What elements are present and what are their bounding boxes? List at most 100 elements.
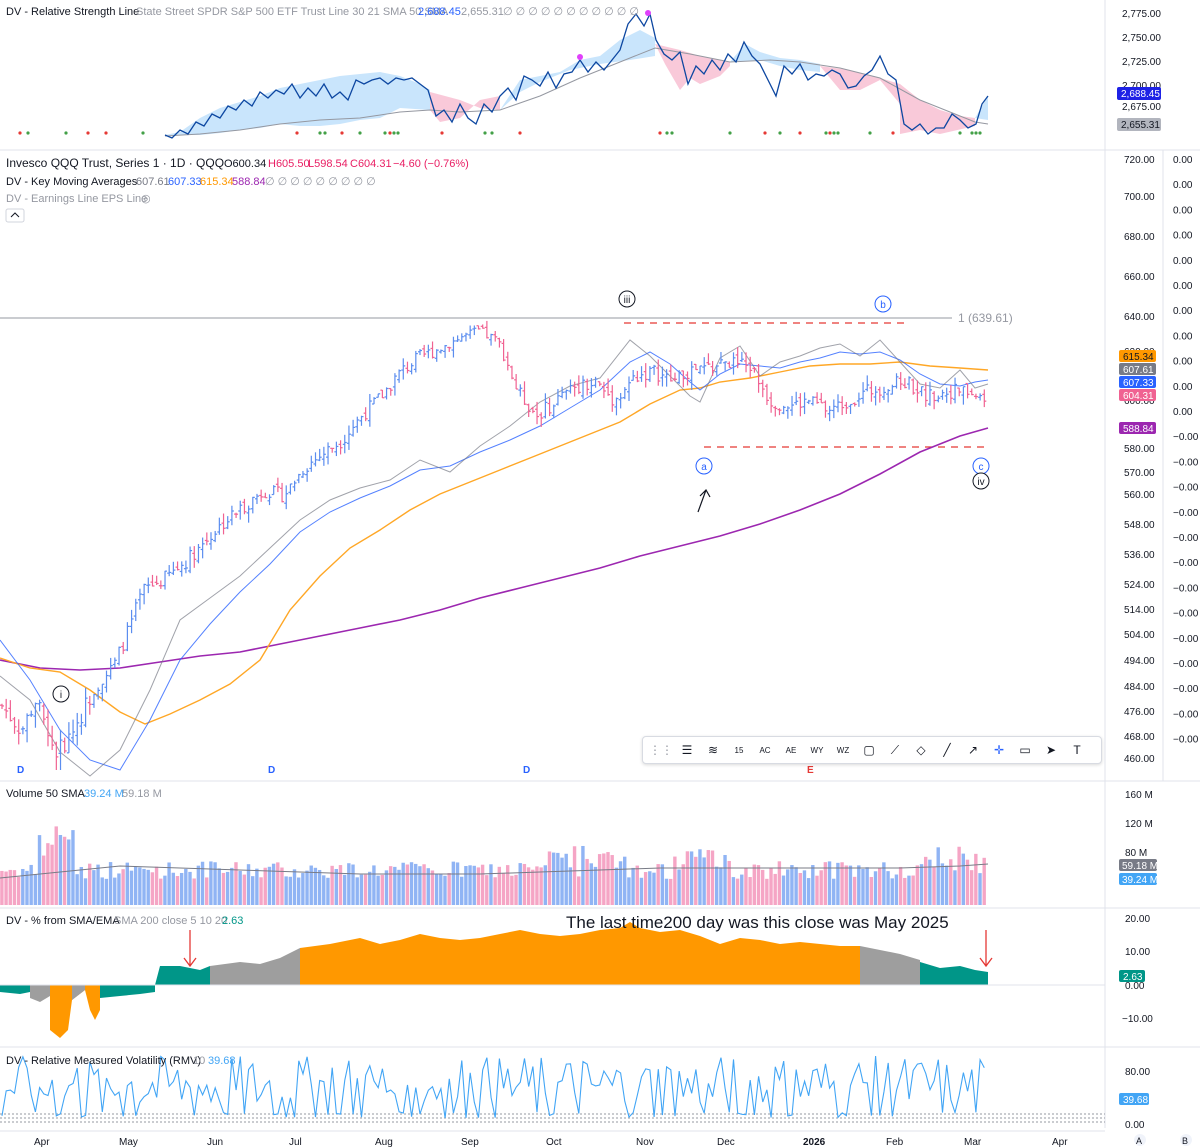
ma-value-50: 615.34 <box>200 176 234 188</box>
rmv-param: 10 <box>193 1055 205 1067</box>
volume-bar <box>422 864 426 905</box>
ohlc-bar <box>397 369 402 383</box>
ohlc-bar <box>476 325 481 330</box>
rectangle-icon[interactable]: ▢ <box>863 743 875 757</box>
eye-hidden-icon[interactable]: ◎ <box>141 193 151 205</box>
ohlc-bar <box>29 710 34 717</box>
ohlc-low: L598.54 <box>308 158 348 170</box>
text-icon[interactable]: T <box>1073 743 1081 757</box>
ohlc-bar <box>643 363 648 388</box>
volume-bar <box>342 874 347 905</box>
secondary-axis-tick: 0.00 <box>1173 407 1193 418</box>
collapse-legend-button[interactable] <box>5 208 25 223</box>
ohlc-bar <box>300 470 305 478</box>
secondary-axis-tick: 0.00 <box>1173 281 1193 292</box>
volume-bar <box>62 836 67 905</box>
volume-bar <box>489 864 493 905</box>
ohlc-bar <box>133 598 138 622</box>
rmv-title[interactable]: DV - Relative Measured Volatility (RMV) <box>6 1055 201 1067</box>
crosshair-icon[interactable]: ✛ <box>993 743 1005 757</box>
secondary-axis-tick: −0.00 <box>1173 634 1199 645</box>
volume-bar <box>363 874 368 905</box>
volume-bar <box>263 867 267 905</box>
long-lines-icon[interactable]: ☰ <box>681 743 693 757</box>
wave-ac-icon[interactable]: AC <box>759 745 771 755</box>
volume-bar <box>46 843 50 905</box>
volume-bar <box>16 876 21 905</box>
symbol-title[interactable]: Invesco QQQ Trust, Series 1 · 1D · QQQ <box>6 156 224 170</box>
volume-bar <box>67 839 71 905</box>
wave-ae-icon[interactable]: AE <box>785 745 797 755</box>
volume-bar <box>209 861 213 905</box>
wave-wy-icon[interactable]: WY <box>810 745 824 755</box>
ohlc-bar <box>121 641 126 655</box>
ohlc-bar <box>723 361 728 371</box>
rs-badge-sma-text: 2,655.31 <box>1121 120 1160 131</box>
ohlc-bar <box>576 375 581 395</box>
comment-icon[interactable]: ▭ <box>1019 743 1031 757</box>
ohlc-bar <box>171 561 176 576</box>
ohlc-bar <box>229 505 234 526</box>
ellipse-icon[interactable]: ◇ <box>916 743 926 757</box>
rs-badge-sma <box>1117 118 1161 131</box>
path-icon[interactable]: ⟋ <box>890 742 900 757</box>
volume-bar <box>535 866 539 905</box>
ohlc-bar <box>359 415 364 426</box>
ma-study-title[interactable]: DV - Key Moving Averages <box>6 176 138 188</box>
auto-scale-button[interactable] <box>1134 1134 1146 1146</box>
ohlc-change: −4.60 (−0.76%) <box>393 158 469 170</box>
ohlc-bar <box>37 699 42 712</box>
ohlc-open: O600.34 <box>224 158 266 170</box>
ohlc-bar <box>33 702 38 728</box>
fib-icon[interactable]: ≋ <box>707 743 719 757</box>
ohlc-bar <box>744 352 749 373</box>
volume-bar <box>0 870 4 905</box>
wave-15-icon[interactable]: 15 <box>734 745 744 755</box>
drag-handle-icon[interactable]: ⋮⋮ <box>649 743 673 757</box>
drawing-toolbar: ⋮⋮ ☰ ≋ 15 AC AE WY WZ ▢ ⟋ ◇ ╱ ↗ ✛ ▭ ➤ T <box>642 736 1102 764</box>
volume-bar <box>464 866 468 905</box>
ray-icon[interactable]: ↗ <box>967 743 979 757</box>
volume-bar <box>969 870 974 905</box>
ohlc-bar <box>861 382 866 404</box>
pct-title[interactable]: DV - % from SMA/EMA <box>6 915 120 927</box>
secondary-axis-tick: 0.00 <box>1173 180 1193 191</box>
ohlc-bar <box>865 375 870 392</box>
volume-title[interactable]: Volume 50 SMA <box>6 788 86 800</box>
rmv-value: 39.68 <box>208 1055 236 1067</box>
wave-wz-icon[interactable]: WZ <box>836 745 850 755</box>
wave-label-b <box>874 295 892 313</box>
wave-label-a <box>695 457 713 475</box>
volume-bar <box>50 844 54 905</box>
ohlc-bar <box>886 389 891 403</box>
ohlc-bar <box>418 349 422 356</box>
ohlc-bar <box>163 570 168 590</box>
ohlc-bar <box>125 622 130 652</box>
ohlc-bar <box>4 698 9 719</box>
ohlc-bar <box>739 351 744 362</box>
ohlc-bar <box>250 496 255 514</box>
volume-bar <box>326 877 330 905</box>
ohlc-bar <box>698 365 703 375</box>
cursor-icon[interactable]: ➤ <box>1045 743 1057 757</box>
volume-bar <box>643 872 648 905</box>
volume-bar <box>154 866 159 905</box>
price-axis-tick: 560.00 <box>1124 490 1155 501</box>
ohlc-bar <box>518 384 523 397</box>
volume-pane: Volume 50 SMA 39.24 M 59.18 M 160 M 120 … <box>0 788 1158 905</box>
ohlc-bar <box>944 387 949 403</box>
ohlc-bar <box>16 719 21 745</box>
eps-study-title[interactable]: DV - Earnings Line EPS Line <box>6 193 147 205</box>
chart-annotation-text[interactable]: The last time200 day was this close was … <box>566 913 949 932</box>
volume-bar <box>142 868 146 905</box>
log-scale-button[interactable] <box>1180 1134 1192 1146</box>
rs-fill-above <box>975 96 988 120</box>
earnings-marker: E <box>807 765 814 776</box>
ohlc-bar <box>263 492 268 499</box>
volume-bar <box>861 868 865 905</box>
volume-bar <box>476 867 481 905</box>
volume-bar <box>42 855 46 905</box>
line-icon[interactable]: ╱ <box>943 743 951 757</box>
ohlc-bar <box>894 373 899 389</box>
volume-bar <box>388 866 393 905</box>
